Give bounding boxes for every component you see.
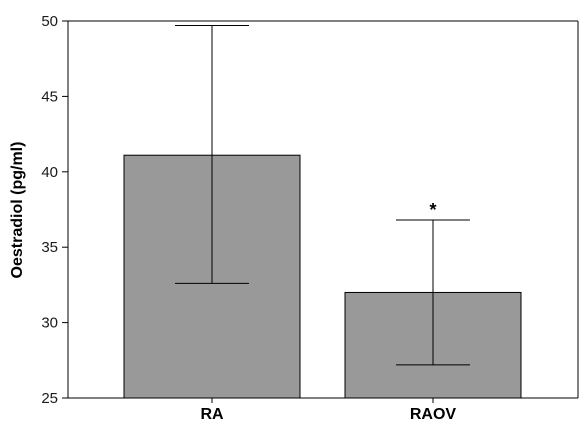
error-bars-group xyxy=(175,25,470,366)
y-tick-label: 50 xyxy=(41,13,58,30)
significance-marker: * xyxy=(429,200,436,220)
y-tick-label: 40 xyxy=(41,164,58,181)
y-tick-label: 25 xyxy=(41,390,58,407)
y-tick-label: 45 xyxy=(41,88,58,105)
y-axis-title: Oestradiol (pg/ml) xyxy=(9,142,26,279)
annotations-group: * xyxy=(429,200,436,220)
x-tick-label-ra: RA xyxy=(200,406,224,423)
x-axis: RA RAOV xyxy=(200,398,456,423)
bars-group xyxy=(123,154,522,399)
y-tick-label: 30 xyxy=(41,315,58,332)
y-tick-label: 35 xyxy=(41,239,58,256)
y-axis: 25 30 35 40 45 50 xyxy=(41,13,69,407)
x-tick-label-raov: RAOV xyxy=(410,406,457,423)
